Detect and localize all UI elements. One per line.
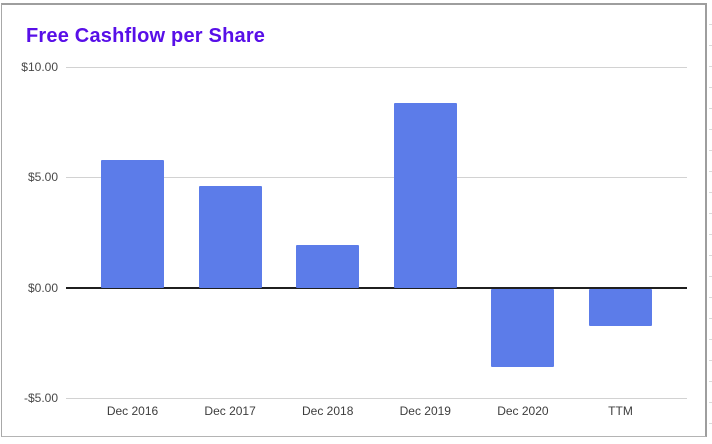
y-tick-label: $5.00 [27, 170, 58, 185]
bar-dec-2017[interactable] [198, 186, 262, 288]
y-tick-label: -$5.00 [23, 391, 58, 405]
chart-title: Free Cashflow per Share [26, 25, 266, 47]
x-tick-label: Dec 2019 [399, 404, 451, 418]
bar-dec-2018[interactable] [296, 244, 360, 288]
x-tick-label: Dec 2018 [302, 404, 354, 418]
gridline [66, 398, 687, 399]
spreadsheet-row-edge-tick [709, 108, 712, 109]
spreadsheet-row-edge-tick [709, 297, 712, 298]
spreadsheet-row-edge-tick [709, 360, 712, 361]
spreadsheet-row-edge-tick [709, 213, 712, 214]
spreadsheet-row-edge-tick [709, 66, 712, 67]
bar-dec-2020[interactable] [491, 288, 555, 367]
spreadsheet-row-edge-tick [709, 87, 712, 88]
spreadsheet-row-edge-tick [709, 381, 712, 382]
spreadsheet-row-edge-tick [709, 402, 712, 403]
spreadsheet-row-edge-tick [709, 255, 712, 256]
x-tick-label: TTM [608, 404, 633, 418]
x-tick-label: Dec 2016 [106, 404, 159, 418]
bar-ttm[interactable] [589, 288, 652, 327]
zero-axis-line [66, 286, 687, 289]
y-tick-label: $10.00 [21, 60, 58, 74]
x-tick-label: Dec 2017 [204, 404, 256, 418]
x-tick-label: Dec 2020 [497, 404, 549, 418]
gridline [66, 177, 687, 179]
spreadsheet-row-edge-tick [709, 24, 712, 25]
bar-dec-2019[interactable] [393, 103, 457, 288]
gridline [66, 67, 687, 68]
spreadsheet-row-edge-tick [709, 276, 712, 277]
spreadsheet-row-edge-tick [709, 234, 712, 235]
spreadsheet-row-edge-tick [709, 318, 712, 319]
spreadsheet-row-edge-tick [709, 339, 712, 340]
spreadsheet-row-edge-tick [709, 171, 712, 172]
spreadsheet-row-edge-tick [709, 150, 712, 151]
spreadsheet-row-edge-tick [709, 423, 712, 424]
spreadsheet-row-edge-tick [709, 192, 712, 193]
bar-dec-2016[interactable] [101, 159, 164, 288]
spreadsheet-row-edge-tick [709, 129, 712, 130]
y-tick-label: $0.00 [27, 280, 58, 295]
chart-card[interactable] [1, 3, 707, 437]
spreadsheet-row-edge-tick [709, 45, 712, 46]
